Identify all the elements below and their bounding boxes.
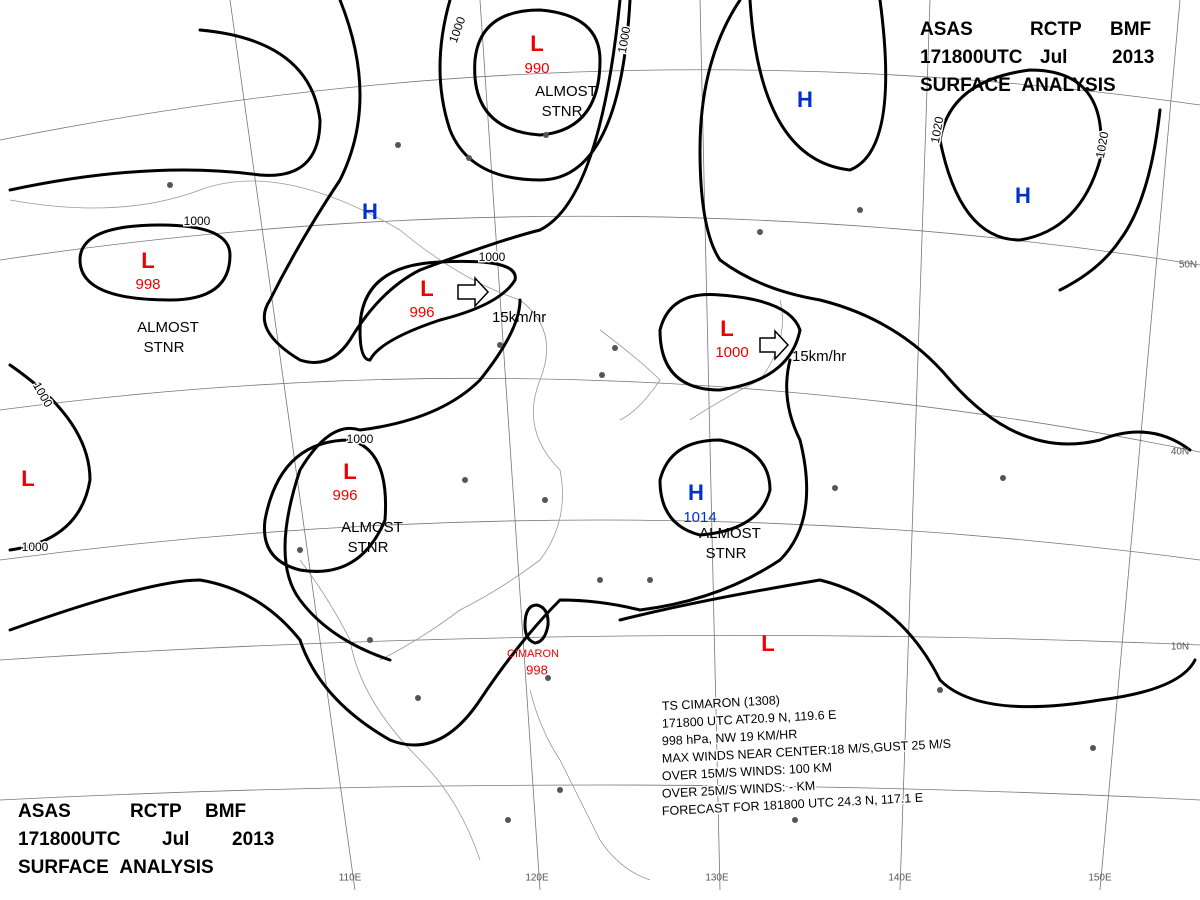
station-plots [167, 132, 1096, 823]
center-symbol: H [1015, 183, 1031, 208]
header-word: 2013 [1112, 47, 1154, 68]
isobar-label: 1000 [347, 432, 374, 446]
motion-speed: 15km/hr [792, 348, 846, 365]
isobar-label: 1000 [184, 214, 211, 228]
header-word: 171800UTC [18, 829, 121, 850]
typhoon-pressure: 998 [526, 662, 548, 677]
center-symbol: L [720, 316, 733, 341]
latitude-label: 10N [1171, 642, 1189, 653]
center-pressure: 1014 [683, 509, 716, 526]
motion-speed: 15km/hr [492, 309, 546, 326]
note: STNR [706, 545, 747, 562]
isobar-label: 1000 [615, 25, 633, 54]
center-pressure: 996 [409, 304, 434, 321]
center-symbol: L [21, 466, 34, 491]
center-symbol: H [797, 87, 813, 112]
note: STNR [144, 339, 185, 356]
isobar-label: 1020 [1093, 130, 1111, 159]
note: STNR [348, 539, 389, 556]
header-word: ASAS [920, 19, 973, 40]
latitude-label: 40N [1171, 447, 1189, 458]
center-pressure: 1000 [715, 344, 748, 361]
center-pressure: 998 [135, 276, 160, 293]
center-symbol: L [420, 276, 433, 301]
header-word: ASAS [18, 801, 71, 822]
header-word: BMF [1110, 19, 1151, 40]
header-title: SURFACE ANALYSIS [920, 75, 1116, 96]
center-symbol: L [530, 31, 543, 56]
longitude-label: 110E [339, 873, 362, 884]
header-word: Jul [1040, 47, 1067, 68]
typhoon-name: CIMARON [507, 648, 559, 660]
longitude-label: 150E [1088, 873, 1112, 884]
header-word: BMF [205, 801, 246, 822]
center-symbol: H [362, 199, 378, 224]
header-word: RCTP [130, 801, 182, 822]
header-word: 2013 [232, 829, 274, 850]
note: ALMOST [699, 525, 761, 542]
isobars [8, 0, 1197, 747]
longitude-label: 130E [705, 873, 729, 884]
center-symbol: L [761, 631, 774, 656]
center-symbol: H [688, 480, 704, 505]
center-symbol: L [343, 459, 356, 484]
longitude-label: 140E [888, 873, 912, 884]
longitude-label: 120E [525, 873, 549, 884]
isobar-label: 1000 [479, 250, 506, 264]
center-pressure: 996 [332, 487, 357, 504]
header-word: RCTP [1030, 19, 1082, 40]
isobar-label: 1020 [928, 115, 946, 144]
motion-arrows [457, 276, 790, 361]
center-symbol: L [141, 248, 154, 273]
note: ALMOST [137, 319, 199, 336]
center-pressure: 990 [524, 60, 549, 77]
note: STNR [542, 103, 583, 120]
latitude-label: 50N [1179, 260, 1197, 271]
isobar-label: 1000 [22, 540, 49, 554]
header-title: SURFACE ANALYSIS [18, 857, 214, 878]
header-word: Jul [162, 829, 189, 850]
note: ALMOST [535, 83, 597, 100]
note: ALMOST [341, 519, 403, 536]
header-word: 171800UTC [920, 47, 1023, 68]
